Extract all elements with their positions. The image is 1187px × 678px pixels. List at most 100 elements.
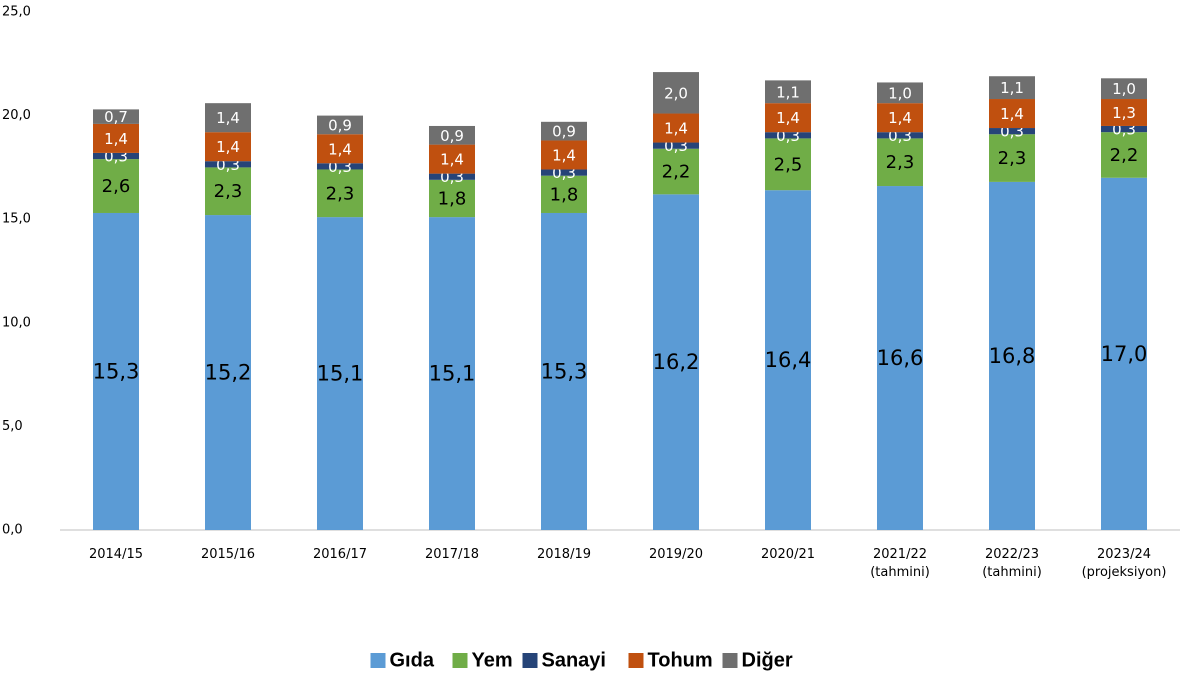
data-label: 1,8 bbox=[438, 188, 467, 209]
data-label: 2,6 bbox=[102, 176, 131, 197]
bar-segment bbox=[877, 186, 923, 530]
bar-segment bbox=[877, 82, 923, 104]
bar-segment bbox=[1101, 78, 1147, 100]
bar-segment bbox=[653, 194, 699, 530]
data-label: 0,7 bbox=[104, 108, 128, 126]
bar-segment bbox=[653, 142, 699, 149]
data-label: 1,8 bbox=[550, 184, 579, 205]
bar-segment bbox=[429, 125, 475, 145]
bar-segment bbox=[317, 217, 363, 531]
data-label: 1,4 bbox=[216, 109, 240, 127]
data-label: 1,4 bbox=[104, 130, 128, 148]
data-label: 1,0 bbox=[1112, 80, 1136, 98]
data-label: 1,4 bbox=[1000, 105, 1024, 123]
data-label: 0,9 bbox=[440, 127, 464, 145]
x-tick-label: 2017/18 bbox=[424, 547, 479, 562]
x-tick-label: 2016/17 bbox=[312, 547, 367, 562]
y-tick-label: 5,0 bbox=[2, 419, 23, 434]
data-label: 1,1 bbox=[1000, 79, 1024, 97]
bar-segment bbox=[1101, 125, 1147, 133]
legend-label: Diğer bbox=[742, 649, 793, 671]
x-tick-label: 2020/21 bbox=[760, 547, 815, 562]
data-label: 2,5 bbox=[774, 154, 803, 175]
y-tick-label: 25,0 bbox=[2, 5, 31, 20]
bar-segment bbox=[541, 175, 587, 213]
bar-segment bbox=[765, 80, 811, 104]
data-label: 2,2 bbox=[1110, 145, 1139, 166]
bar-segment bbox=[429, 217, 475, 531]
data-label: 15,3 bbox=[93, 359, 140, 383]
bar-segment bbox=[429, 144, 475, 174]
legend-label: Tohum bbox=[648, 649, 713, 671]
bar-segment bbox=[317, 134, 363, 164]
y-tick-label: 10,0 bbox=[2, 315, 31, 330]
data-label: 0,9 bbox=[328, 116, 352, 134]
data-label: 1,0 bbox=[888, 84, 912, 102]
bar-segment bbox=[205, 215, 251, 530]
bar-segment bbox=[541, 212, 587, 530]
x-tick-label: 2014/15 bbox=[88, 547, 143, 562]
bar-segment bbox=[653, 148, 699, 195]
legend-label: Gıda bbox=[390, 649, 435, 671]
data-label: 1,1 bbox=[776, 83, 800, 101]
bar-segment bbox=[877, 138, 923, 187]
y-tick-label: 0,0 bbox=[2, 523, 23, 538]
bar-segment bbox=[989, 99, 1035, 129]
legend-swatch bbox=[452, 653, 468, 668]
bar-segment bbox=[317, 169, 363, 218]
data-label: 1,4 bbox=[328, 140, 352, 158]
bar-segment bbox=[1101, 177, 1147, 530]
data-label: 16,4 bbox=[765, 348, 812, 372]
bar-segment bbox=[765, 103, 811, 133]
data-label: 15,1 bbox=[317, 362, 364, 386]
data-label: 1,3 bbox=[1112, 104, 1136, 122]
bar-segment bbox=[877, 103, 923, 133]
bar-segment bbox=[989, 181, 1035, 531]
bar-segment bbox=[765, 190, 811, 530]
bar-segment bbox=[93, 152, 139, 160]
x-tick-label: 2015/16 bbox=[200, 547, 255, 562]
legend-swatch bbox=[370, 653, 386, 668]
data-label: 16,8 bbox=[989, 344, 1036, 368]
legend-label: Yem bbox=[472, 649, 513, 671]
bar-segment bbox=[653, 113, 699, 143]
data-label: 16,2 bbox=[653, 350, 700, 374]
data-label: 1,4 bbox=[216, 138, 240, 156]
x-tick-label: 2023/24 (projeksiyon) bbox=[1081, 547, 1167, 580]
x-tick-label: 2019/20 bbox=[648, 547, 703, 562]
x-tick-label: 2018/19 bbox=[536, 547, 591, 562]
bar-segment bbox=[877, 132, 923, 139]
data-label: 2,3 bbox=[326, 183, 355, 204]
data-label: 0,9 bbox=[552, 123, 576, 141]
legend-swatch bbox=[722, 653, 738, 668]
bar-segment bbox=[989, 134, 1035, 182]
data-label: 1,4 bbox=[440, 151, 464, 169]
data-label: 2,3 bbox=[214, 181, 243, 202]
data-label: 15,3 bbox=[541, 359, 588, 383]
bar-segment bbox=[541, 169, 587, 176]
bar-segment bbox=[765, 138, 811, 191]
x-tick-label: 2021/22 (tahmini) bbox=[870, 547, 930, 580]
bar-segment bbox=[653, 72, 699, 114]
bar-segment bbox=[93, 212, 139, 530]
bar-segment bbox=[317, 163, 363, 170]
y-tick-label: 20,0 bbox=[2, 108, 31, 123]
y-tick-label: 15,0 bbox=[2, 212, 31, 227]
bar-segment bbox=[989, 76, 1035, 100]
x-tick-label: 2022/23 (tahmini) bbox=[982, 547, 1042, 580]
data-label: 2,2 bbox=[662, 162, 691, 183]
bar-segment bbox=[317, 115, 363, 135]
bar-segment bbox=[1101, 132, 1147, 178]
bar-segment bbox=[205, 167, 251, 216]
bar-segment bbox=[205, 103, 251, 133]
data-label: 1,4 bbox=[888, 109, 912, 127]
bar-segment bbox=[429, 179, 475, 218]
data-label: 2,3 bbox=[886, 152, 915, 173]
data-label: 1,4 bbox=[776, 109, 800, 127]
bar-segment bbox=[541, 140, 587, 170]
data-label: 1,4 bbox=[552, 146, 576, 164]
bar-segment bbox=[93, 123, 139, 153]
bar-segment bbox=[93, 109, 139, 124]
data-label: 15,2 bbox=[205, 361, 252, 385]
